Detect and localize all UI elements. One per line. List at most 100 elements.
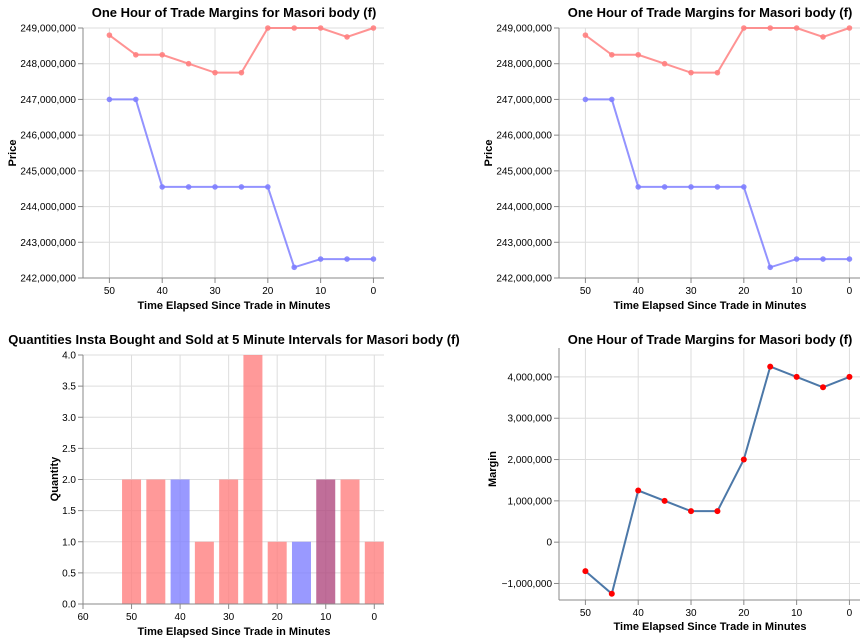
data-point: [767, 363, 774, 370]
x-tick-label: 30: [685, 286, 697, 297]
data-point: [846, 256, 853, 262]
x-tick-label: 40: [633, 286, 645, 297]
data-point: [370, 256, 377, 262]
bar: [316, 479, 336, 604]
y-tick-label: 243,000,000: [20, 238, 76, 249]
x-tick-label: 20: [262, 286, 274, 297]
data-point: [846, 373, 853, 380]
data-point: [820, 34, 826, 40]
y-tick-label: 244,000,000: [496, 202, 552, 213]
data-point: [609, 51, 615, 58]
price-chart-1: One Hour of Trade Margins for Masori bod…: [7, 5, 384, 312]
data-point: [582, 32, 589, 38]
data-point: [767, 25, 774, 31]
data-point: [344, 34, 350, 40]
x-tick-label: 50: [126, 612, 138, 623]
data-point: [106, 32, 113, 38]
bar: [122, 479, 142, 604]
x-tick-label: 40: [157, 286, 169, 297]
x-tick-label: 0: [371, 286, 377, 297]
data-point: [159, 184, 166, 190]
data-point: [609, 96, 615, 103]
y-tick-label: 3,000,000: [508, 414, 553, 425]
y-tick-label: 0.0: [62, 600, 76, 611]
y-tick-label: −1,000,000: [502, 579, 553, 590]
y-tick-label: 249,000,000: [496, 24, 552, 35]
data-point: [661, 60, 668, 67]
x-axis-title: Time Elapsed Since Trade in Minutes: [138, 300, 331, 312]
x-tick-label: 0: [847, 286, 853, 297]
y-tick-label: 3.5: [62, 382, 76, 393]
y-tick-label: 242,000,000: [496, 274, 552, 285]
data-point: [741, 25, 747, 31]
data-point: [238, 184, 245, 190]
y-tick-label: 0: [546, 538, 552, 549]
data-point: [740, 456, 747, 463]
data-point: [344, 256, 350, 262]
y-tick-label: 3.0: [62, 413, 76, 424]
x-tick-label: 50: [104, 286, 116, 297]
bar: [364, 541, 384, 604]
x-tick-label: 30: [223, 612, 235, 623]
y-tick-label: 2.5: [62, 444, 76, 455]
y-tick-label: 244,000,000: [20, 202, 76, 213]
data-point: [133, 96, 139, 103]
data-point: [608, 590, 615, 597]
series-line: [584, 365, 850, 596]
x-axis-title: Time Elapsed Since Trade in Minutes: [138, 626, 331, 638]
y-tick-label: 248,000,000: [20, 59, 76, 70]
x-tick-label: 30: [209, 286, 221, 297]
y-tick-label: 0.5: [62, 568, 76, 579]
y-tick-label: 4,000,000: [508, 372, 553, 383]
chart-title: One Hour of Trade Margins for Masori bod…: [568, 332, 853, 347]
x-tick-label: 0: [372, 612, 378, 623]
data-point: [317, 256, 324, 262]
y-axis-title: Margin: [487, 451, 499, 487]
y-tick-label: 2,000,000: [508, 455, 553, 466]
bar: [340, 479, 360, 604]
data-point: [661, 184, 668, 190]
x-tick-label: 50: [580, 286, 592, 297]
data-point: [688, 69, 694, 76]
data-point: [185, 60, 192, 67]
data-point: [265, 184, 271, 190]
data-point: [688, 508, 695, 515]
data-point: [265, 25, 271, 31]
y-tick-label: 2.0: [62, 475, 76, 486]
quantity-chart: Quantities Insta Bought and Sold at 5 Mi…: [8, 332, 459, 638]
data-point: [133, 51, 139, 58]
data-point: [212, 184, 218, 190]
x-tick-label: 20: [738, 608, 750, 619]
y-tick-label: 242,000,000: [20, 274, 76, 285]
data-point: [741, 184, 747, 190]
x-tick-label: 40: [633, 608, 645, 619]
x-axis-title: Time Elapsed Since Trade in Minutes: [614, 300, 807, 312]
x-axis-title: Time Elapsed Since Trade in Minutes: [614, 621, 807, 633]
bar: [291, 541, 311, 604]
data-point: [661, 497, 668, 504]
data-point: [767, 264, 774, 271]
x-tick-label: 40: [175, 612, 187, 623]
data-point: [185, 184, 192, 190]
data-point: [635, 487, 642, 494]
x-tick-label: 60: [77, 612, 89, 623]
x-tick-label: 10: [791, 608, 803, 619]
bar: [219, 479, 239, 604]
x-tick-label: 50: [580, 608, 592, 619]
y-tick-label: 246,000,000: [496, 131, 552, 142]
series-line: [584, 27, 850, 74]
y-tick-label: 245,000,000: [496, 166, 552, 177]
data-point: [793, 373, 800, 380]
y-axis-title: Price: [7, 140, 19, 167]
y-tick-label: 247,000,000: [496, 95, 552, 106]
y-tick-label: 243,000,000: [496, 238, 552, 249]
data-point: [635, 51, 642, 58]
data-point: [291, 25, 298, 31]
y-axis-title: Quantity: [49, 456, 61, 501]
chart-title: One Hour of Trade Margins for Masori bod…: [92, 5, 377, 20]
x-tick-label: 10: [315, 286, 327, 297]
data-point: [238, 69, 245, 76]
data-point: [793, 256, 800, 262]
data-point: [820, 256, 826, 262]
